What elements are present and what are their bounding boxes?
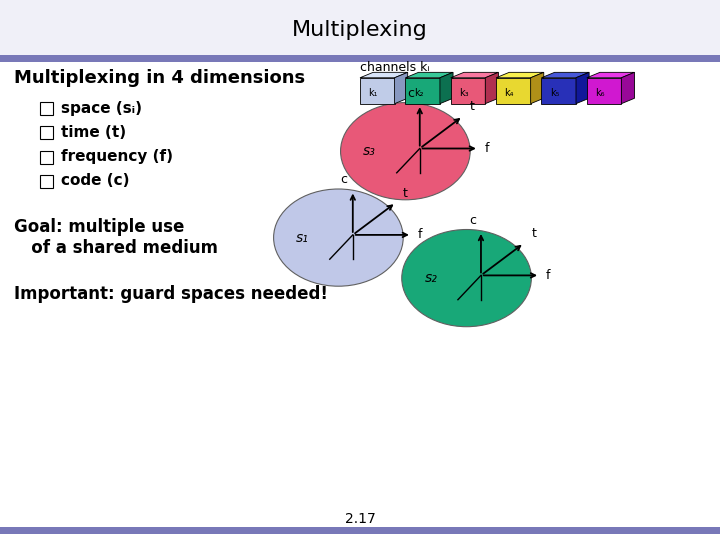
Text: k₃: k₃ [459,88,469,98]
Polygon shape [405,78,440,104]
Text: 2.17: 2.17 [345,512,375,526]
Text: t: t [470,100,475,113]
Text: f: f [418,228,422,241]
Polygon shape [587,78,621,104]
Polygon shape [395,72,408,104]
Bar [0,62,720,529]
Polygon shape [360,78,395,104]
Bar [0,55,720,62]
Text: c: c [341,173,348,186]
Polygon shape [405,72,453,78]
Text: channels kᵢ: channels kᵢ [360,61,430,74]
Bar [40,126,53,139]
Polygon shape [440,72,453,104]
Bar [40,151,53,164]
Text: f: f [485,142,489,155]
Text: k₅: k₅ [550,88,559,98]
Text: c: c [469,214,476,227]
Text: Multiplexing in 4 dimensions: Multiplexing in 4 dimensions [14,69,305,87]
Polygon shape [496,72,544,78]
Polygon shape [451,72,498,78]
Text: f: f [546,269,550,282]
Circle shape [402,230,531,327]
Circle shape [274,189,403,286]
Text: k₆: k₆ [595,88,605,98]
Polygon shape [587,72,634,78]
Polygon shape [541,78,576,104]
Polygon shape [541,72,589,78]
Text: k₂: k₂ [414,88,423,98]
Bar [40,175,53,188]
Polygon shape [621,72,634,104]
Text: Multiplexing: Multiplexing [292,19,428,40]
Text: k₁: k₁ [369,88,378,98]
Text: frequency (f): frequency (f) [61,149,174,164]
Text: c: c [408,87,415,100]
Text: Goal: multiple use: Goal: multiple use [14,218,185,236]
Text: space (sᵢ): space (sᵢ) [61,100,142,116]
Polygon shape [485,72,498,104]
Text: s₂: s₂ [425,271,437,285]
Polygon shape [451,78,485,104]
Bar [0,526,720,534]
Text: code (c): code (c) [61,173,130,188]
Polygon shape [496,78,531,104]
Bar [0,0,720,57]
Text: s₁: s₁ [297,231,309,245]
Text: t: t [403,187,408,200]
Text: of a shared medium: of a shared medium [14,239,218,258]
Polygon shape [360,72,408,78]
Bar [40,102,53,115]
Polygon shape [531,72,544,104]
Circle shape [341,103,470,200]
Text: time (t): time (t) [61,125,126,140]
Polygon shape [576,72,589,104]
Text: Important: guard spaces needed!: Important: guard spaces needed! [14,285,328,303]
Text: s₃: s₃ [364,144,376,158]
Text: t: t [531,227,536,240]
Text: k₄: k₄ [505,88,514,98]
